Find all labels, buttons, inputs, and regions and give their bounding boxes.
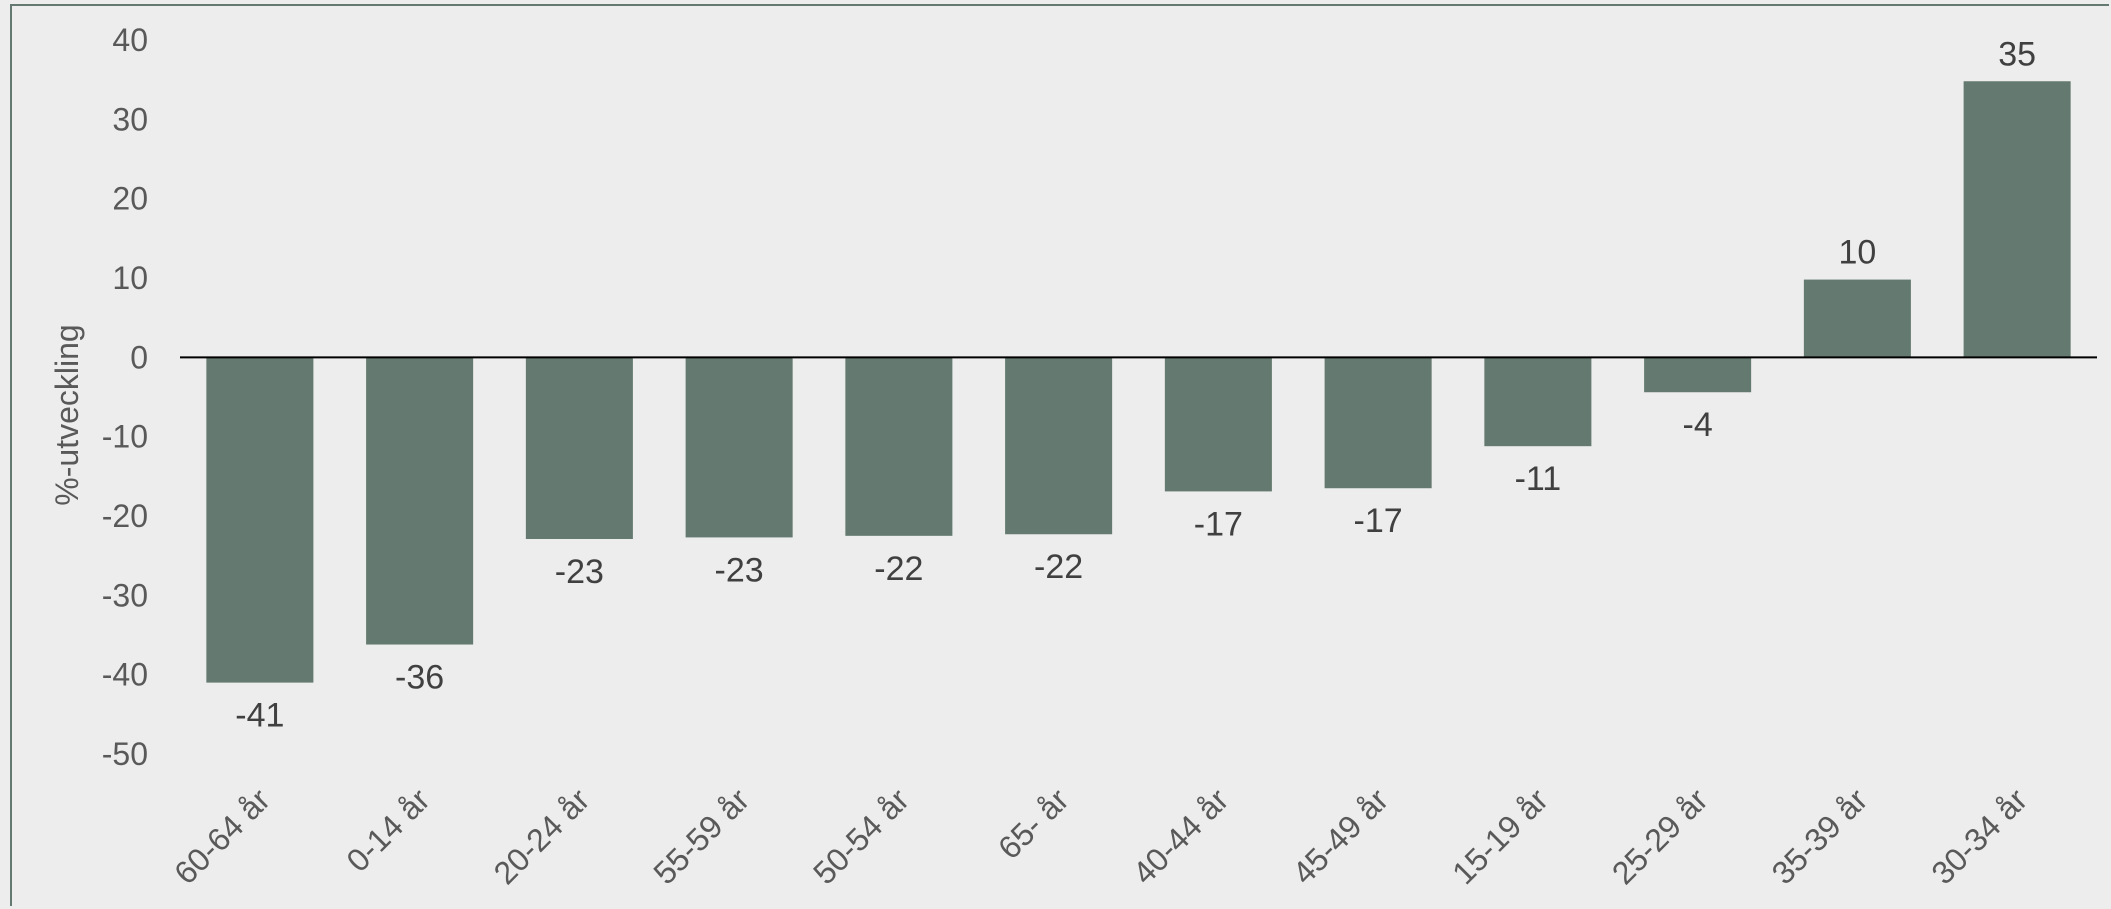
data-label: 10 — [1838, 234, 1876, 272]
bars — [206, 81, 2071, 683]
data-label: -23 — [715, 551, 764, 589]
data-label: -22 — [1034, 548, 1083, 586]
bar — [1963, 81, 2071, 358]
category-label: 40-44 år — [1126, 781, 1236, 891]
data-label: -23 — [555, 553, 604, 591]
category-label: 55-59 år — [646, 781, 756, 891]
bar — [1324, 357, 1432, 489]
data-label: -41 — [235, 697, 284, 735]
y-axis-ticks: 40 30 20 10 0 -10 -20 -30 -40 -50 — [102, 22, 148, 772]
category-label: 45-49 år — [1285, 781, 1395, 891]
category-label: 65- år — [991, 781, 1076, 866]
y-tick-label: -20 — [102, 498, 148, 534]
bar — [366, 357, 474, 645]
y-tick-label: 40 — [112, 22, 148, 58]
bar — [845, 357, 953, 536]
category-label: 20-24 år — [487, 781, 597, 891]
bar — [1484, 357, 1592, 447]
category-label: 15-19 år — [1445, 781, 1555, 891]
bar — [685, 357, 793, 538]
y-tick-label: -10 — [102, 419, 148, 455]
y-tick-label: -50 — [102, 736, 148, 772]
bar — [1803, 279, 1911, 358]
y-tick-label: -40 — [102, 657, 148, 693]
y-tick-label: -30 — [102, 577, 148, 613]
bar — [1005, 357, 1113, 535]
bar — [525, 357, 633, 540]
bar — [206, 357, 314, 683]
y-axis-title: %-utveckling — [49, 324, 85, 505]
category-label: 50-54 år — [806, 781, 916, 891]
data-label: -36 — [395, 659, 444, 697]
chart-frame — [10, 4, 2109, 906]
bar — [1164, 357, 1272, 492]
category-label: 0-14 år — [339, 781, 436, 878]
y-tick-label: 0 — [130, 339, 148, 375]
data-labels: -41 -36 -23 -23 -22 -22 -17 -17 -11 -4 10 35 — [235, 35, 2036, 734]
y-tick-label: 30 — [112, 101, 148, 137]
y-tick-label: 20 — [112, 181, 148, 217]
data-label: -17 — [1194, 505, 1243, 543]
category-label: 30-34 år — [1924, 781, 2034, 891]
category-label: 60-64 år — [167, 781, 277, 891]
y-tick-label: 10 — [112, 260, 148, 296]
category-label: 35-39 år — [1765, 781, 1875, 891]
data-label: -22 — [874, 550, 923, 588]
data-label: 35 — [1998, 35, 2036, 73]
data-label: -17 — [1354, 502, 1403, 540]
bar — [1644, 357, 1752, 393]
category-label: 25-29 år — [1605, 781, 1715, 891]
data-label: -4 — [1683, 406, 1713, 444]
category-labels: 60-64 år 0-14 år 20-24 år 55-59 år 50-54 år 6… — [167, 781, 2034, 891]
data-label: -11 — [1515, 460, 1562, 498]
